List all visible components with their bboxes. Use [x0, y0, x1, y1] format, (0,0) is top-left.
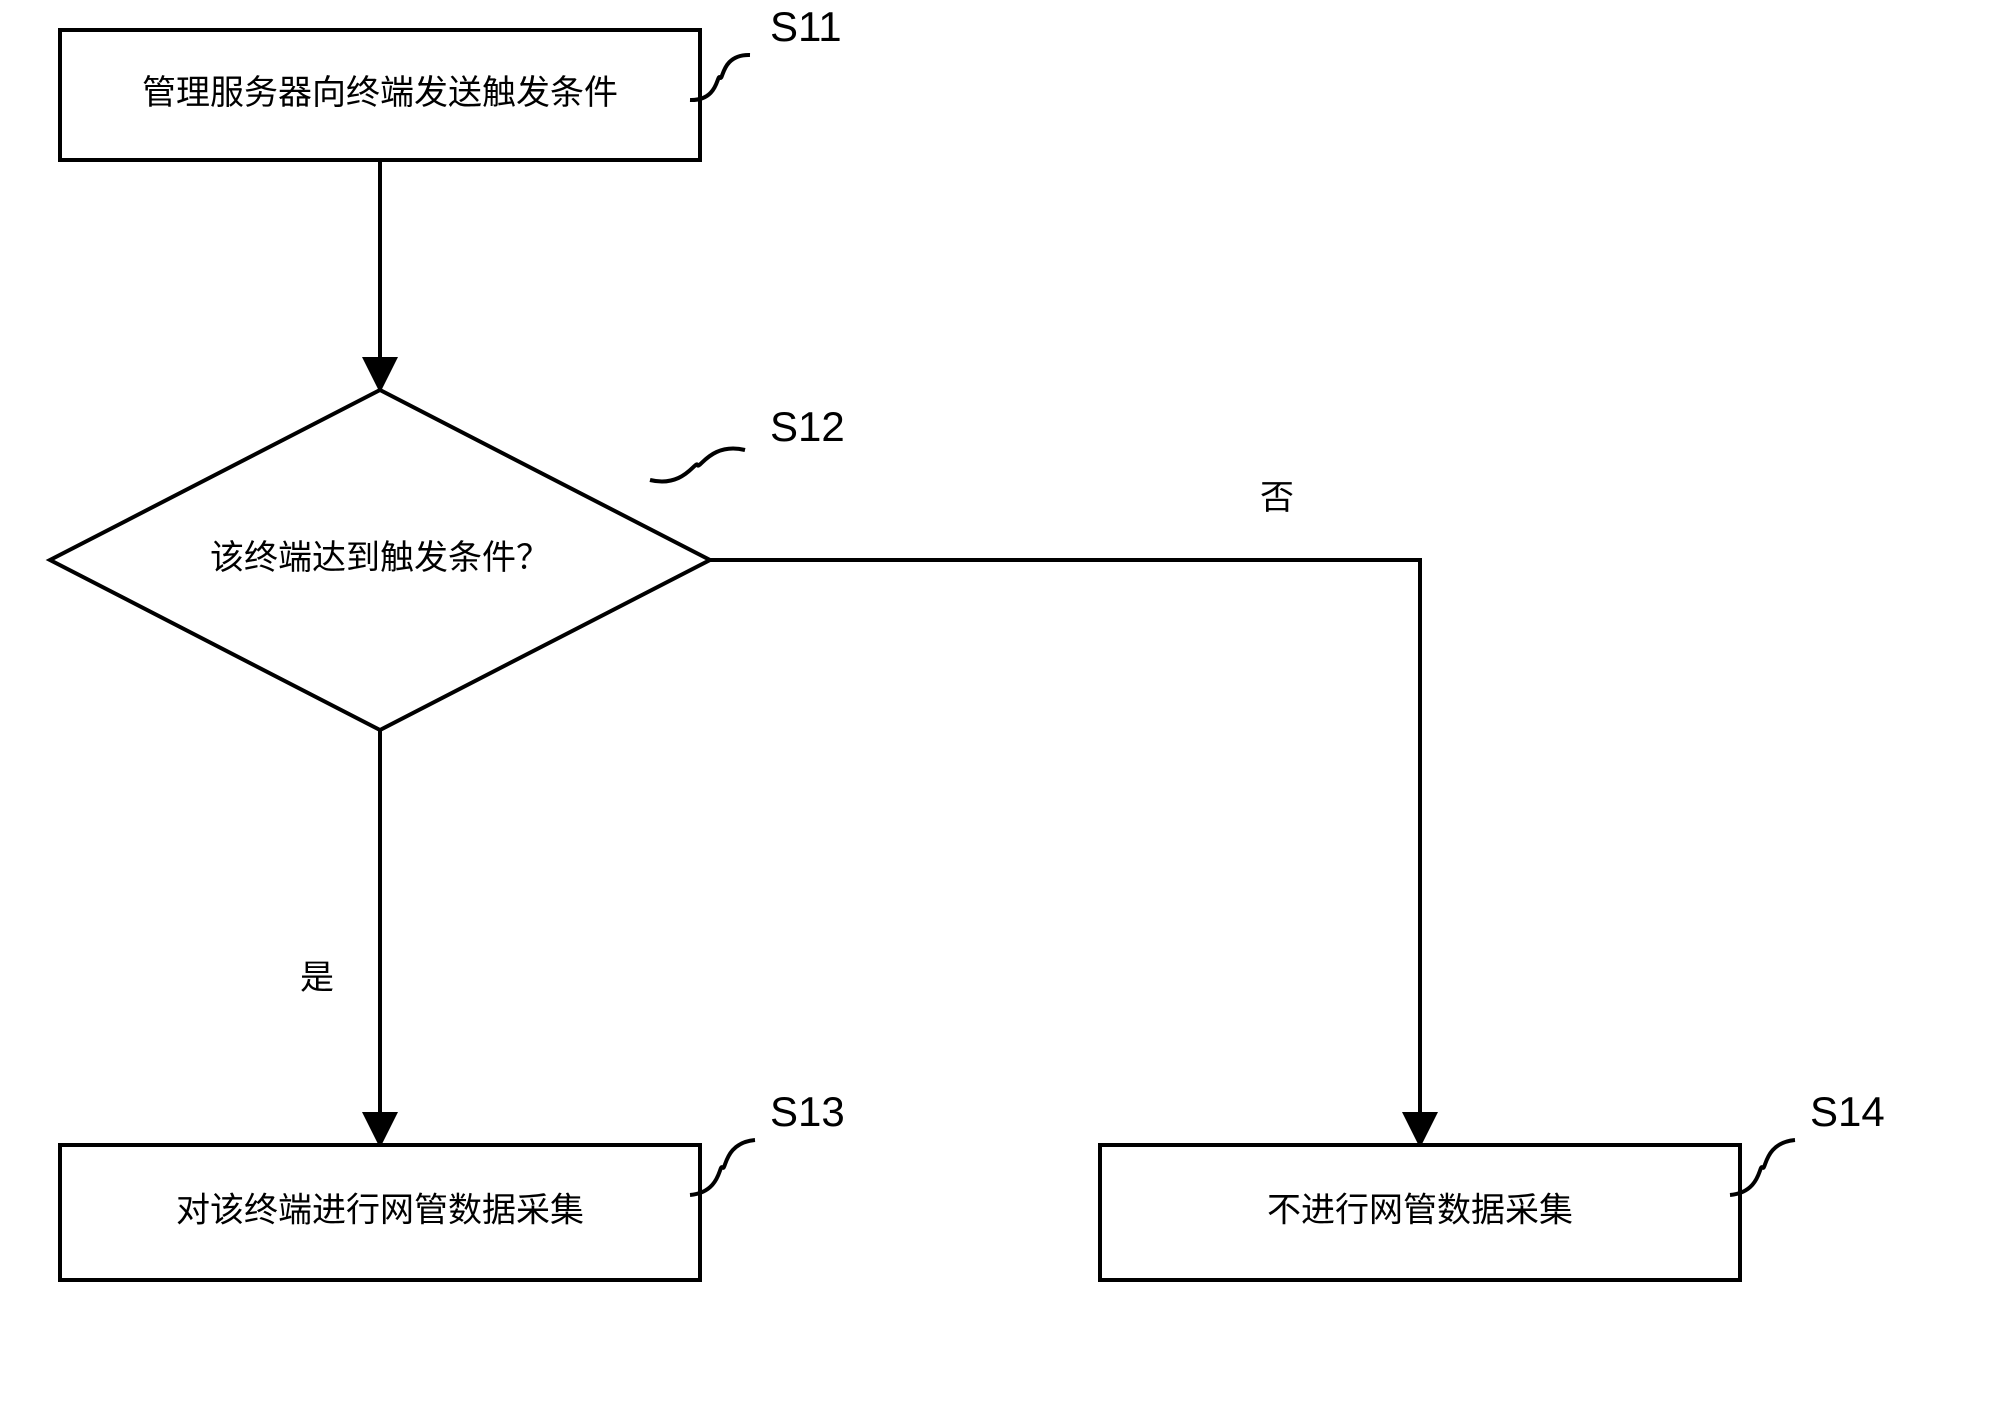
node-label-n4: 不进行网管数据采集 [1267, 1191, 1573, 1229]
step-connector-n2 [650, 449, 745, 482]
node-label-n3: 对该终端进行网管数据采集 [176, 1191, 584, 1229]
node-n1: 管理服务器向终端发送触发条件 [60, 30, 700, 160]
node-label-n2: 该终端达到触发条件？ [210, 539, 550, 577]
edges-layer [380, 160, 1420, 1145]
node-label-n1: 管理服务器向终端发送触发条件 [142, 74, 618, 112]
edge-label-e2: 是 [300, 959, 334, 997]
step-label-n3: S13 [770, 1088, 845, 1135]
node-n4: 不进行网管数据采集 [1100, 1145, 1740, 1280]
flowchart-canvas: 管理服务器向终端发送触发条件该终端达到触发条件？ 对该终端进行网管数据采集 不进行网… [0, 0, 1994, 1407]
step-label-n1: S11 [770, 3, 842, 50]
edge-e3 [710, 560, 1420, 1145]
step-label-n4: S14 [1810, 1088, 1885, 1135]
step-label-n2: S12 [770, 403, 845, 450]
nodes-layer: 管理服务器向终端发送触发条件该终端达到触发条件？ 对该终端进行网管数据采集 不进行网… [50, 30, 1740, 1280]
edge-label-e3: 否 [1260, 479, 1294, 517]
node-n2: 该终端达到触发条件？ [50, 390, 710, 730]
node-n3: 对该终端进行网管数据采集 [60, 1145, 700, 1280]
